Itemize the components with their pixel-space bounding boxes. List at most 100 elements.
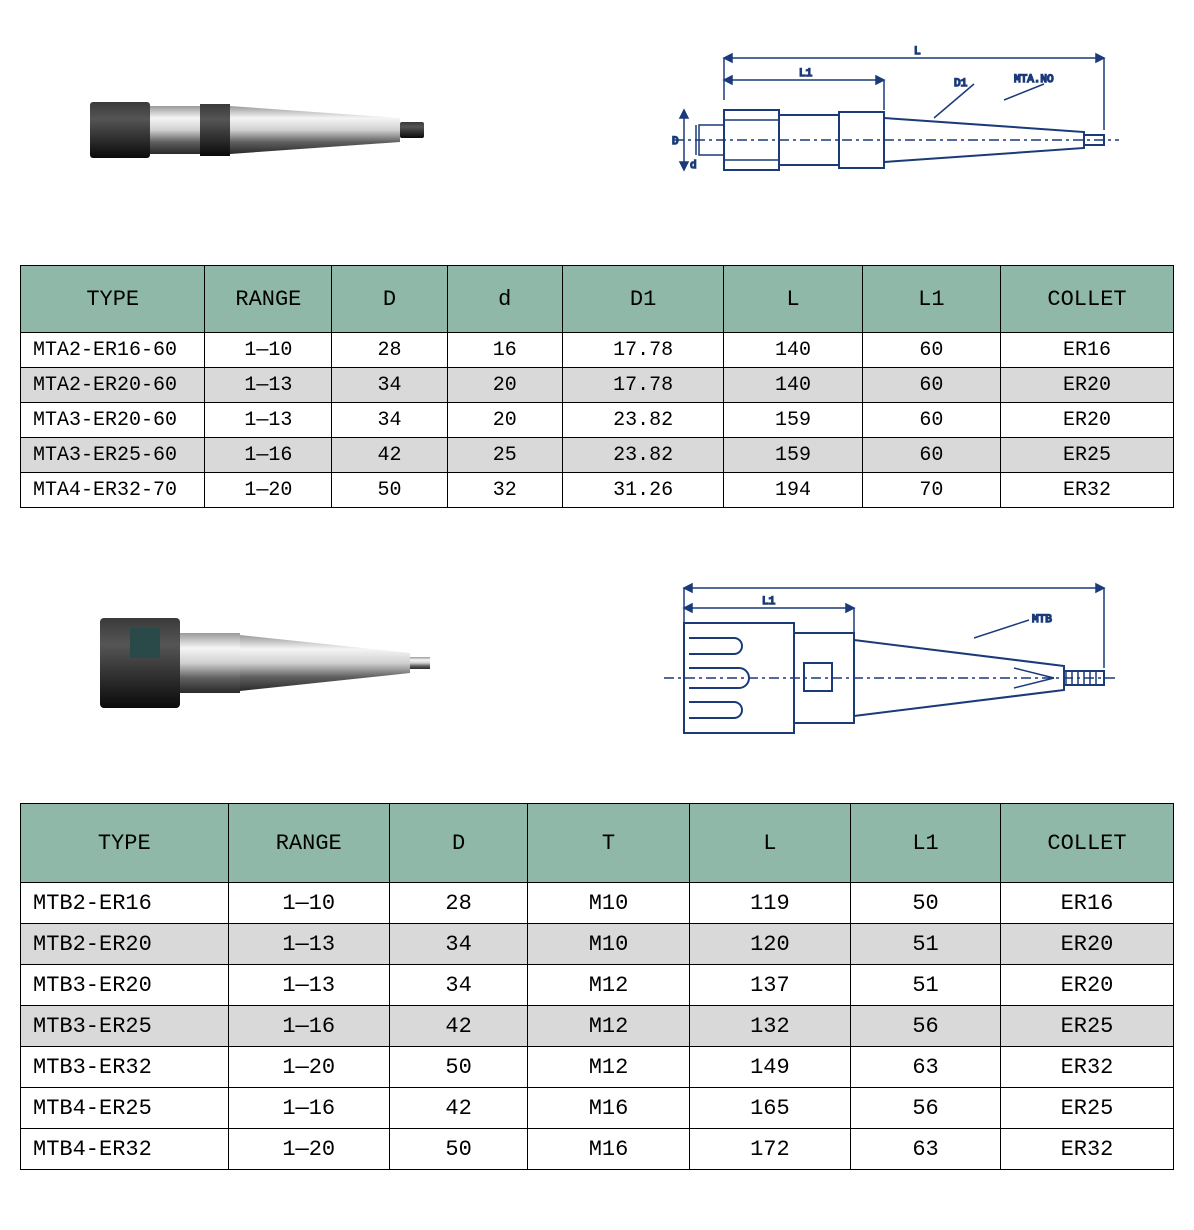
table-cell: M10 [528, 883, 689, 924]
table-cell: 34 [332, 403, 447, 438]
table-cell: 60 [862, 403, 1000, 438]
table-row: MTA2-ER20-601—13342017.7814060ER20 [21, 368, 1174, 403]
table-cell: 194 [724, 473, 862, 508]
col-header: TYPE [21, 804, 229, 883]
table-cell: 1—20 [228, 1129, 389, 1170]
col-header: COLLET [1001, 266, 1174, 333]
table-cell: MTB3-ER32 [21, 1047, 229, 1088]
col-header: d [447, 266, 562, 333]
table-cell: 34 [332, 368, 447, 403]
col-header: RANGE [205, 266, 332, 333]
table-cell: MTA2-ER16-60 [21, 333, 205, 368]
table-cell: 165 [689, 1088, 850, 1129]
table-cell: M16 [528, 1088, 689, 1129]
table-cell: 1—20 [228, 1047, 389, 1088]
mta-product-photo [60, 60, 597, 205]
table-cell: 120 [689, 924, 850, 965]
table-cell: 34 [389, 965, 527, 1006]
table-cell: ER25 [1001, 438, 1174, 473]
table-cell: 137 [689, 965, 850, 1006]
table-cell: 140 [724, 333, 862, 368]
table-row: MTA3-ER20-601—13342023.8215960ER20 [21, 403, 1174, 438]
table-row: MTB3-ER321—2050M1214963ER32 [21, 1047, 1174, 1088]
table-cell: 16 [447, 333, 562, 368]
table-cell: MTB2-ER16 [21, 883, 229, 924]
table-cell: 159 [724, 403, 862, 438]
table-cell: 50 [389, 1129, 527, 1170]
table-cell: ER32 [1000, 1047, 1173, 1088]
mta-image-row: L L1 D1 MTA.NO [20, 20, 1174, 245]
table-cell: 140 [724, 368, 862, 403]
table-cell: 60 [862, 333, 1000, 368]
table-cell: 1—10 [228, 883, 389, 924]
table-cell: 1—16 [228, 1006, 389, 1047]
table-cell: M12 [528, 1006, 689, 1047]
table-row: MTB2-ER201—1334M1012051ER20 [21, 924, 1174, 965]
table-cell: MTB2-ER20 [21, 924, 229, 965]
table-cell: MTB4-ER32 [21, 1129, 229, 1170]
table-cell: 51 [851, 924, 1001, 965]
table-cell: 119 [689, 883, 850, 924]
table-cell: 1—16 [228, 1088, 389, 1129]
table-row: MTB4-ER251—1642M1616556ER25 [21, 1088, 1174, 1129]
mtb-product-photo [60, 583, 597, 748]
table-cell: 17.78 [562, 368, 723, 403]
col-header: D [332, 266, 447, 333]
col-header: T [528, 804, 689, 883]
table-cell: ER16 [1000, 883, 1173, 924]
table-cell: MTA2-ER20-60 [21, 368, 205, 403]
table-cell: MTA3-ER25-60 [21, 438, 205, 473]
table-cell: ER32 [1001, 473, 1174, 508]
dim-label-L1: L1 [799, 68, 813, 80]
table-cell: 1—13 [228, 924, 389, 965]
table-cell: 28 [332, 333, 447, 368]
mta-tech-drawing: L L1 D1 MTA.NO [597, 40, 1134, 225]
table-cell: 1—16 [205, 438, 332, 473]
mta-spec-table: TYPERANGEDdD1LL1COLLETMTA2-ER16-601—1028… [20, 265, 1174, 508]
mtb-spec-table: TYPERANGEDTLL1COLLETMTB2-ER161—1028M1011… [20, 803, 1174, 1170]
table-cell: ER20 [1000, 965, 1173, 1006]
table-cell: 60 [862, 438, 1000, 473]
table-cell: 20 [447, 403, 562, 438]
table-cell: 32 [447, 473, 562, 508]
table-cell: MTB4-ER25 [21, 1088, 229, 1129]
table-row: MTA4-ER32-701—20503231.2619470ER32 [21, 473, 1174, 508]
dim-label-MTA: MTA.NO [1014, 74, 1054, 86]
table-cell: M10 [528, 924, 689, 965]
table-row: MTB3-ER201—1334M1213751ER20 [21, 965, 1174, 1006]
col-header: L [724, 266, 862, 333]
table-cell: 28 [389, 883, 527, 924]
table-cell: 1—13 [205, 368, 332, 403]
table-cell: 42 [389, 1088, 527, 1129]
table-cell: 60 [862, 368, 1000, 403]
table-cell: 17.78 [562, 333, 723, 368]
table-cell: 1—10 [205, 333, 332, 368]
table-cell: MTB3-ER20 [21, 965, 229, 1006]
col-header: COLLET [1000, 804, 1173, 883]
col-header: D [389, 804, 527, 883]
table-cell: 31.26 [562, 473, 723, 508]
table-row: MTB2-ER161—1028M1011950ER16 [21, 883, 1174, 924]
table-cell: 50 [851, 883, 1001, 924]
table-cell: 63 [851, 1129, 1001, 1170]
table-cell: ER20 [1001, 403, 1174, 438]
table-cell: 50 [332, 473, 447, 508]
table-cell: 172 [689, 1129, 850, 1170]
table-row: MTB4-ER321—2050M1617263ER32 [21, 1129, 1174, 1170]
table-cell: ER16 [1001, 333, 1174, 368]
table-cell: 56 [851, 1088, 1001, 1129]
mtb-image-row: L1 MTB [20, 548, 1174, 783]
table-cell: MTA4-ER32-70 [21, 473, 205, 508]
table-cell: 20 [447, 368, 562, 403]
table-row: MTA2-ER16-601—10281617.7814060ER16 [21, 333, 1174, 368]
col-header: L [689, 804, 850, 883]
table-cell: ER25 [1000, 1088, 1173, 1129]
table-cell: 25 [447, 438, 562, 473]
col-header: RANGE [228, 804, 389, 883]
col-header: L1 [851, 804, 1001, 883]
table-cell: ER25 [1000, 1006, 1173, 1047]
table-cell: M12 [528, 965, 689, 1006]
table-cell: 132 [689, 1006, 850, 1047]
table-cell: 42 [332, 438, 447, 473]
dim-label-L1b: L1 [762, 596, 776, 608]
